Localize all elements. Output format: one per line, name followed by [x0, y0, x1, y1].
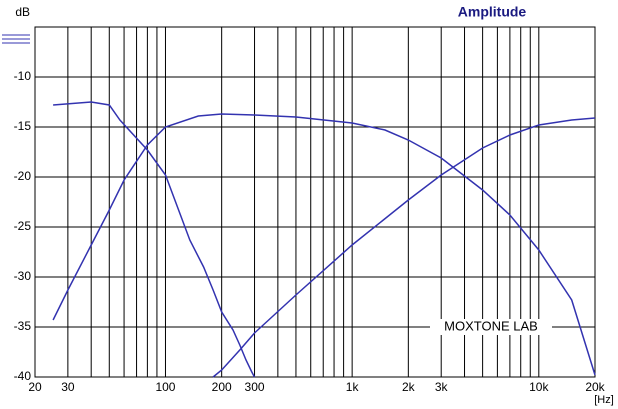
x-tick-label: 20k	[585, 380, 605, 394]
x-tick-label: 20	[28, 380, 42, 394]
y-tick-label: -20	[14, 169, 32, 183]
x-tick-label: 10k	[529, 380, 549, 394]
x-tick-label: 1k	[346, 380, 360, 394]
annotation-box	[430, 319, 552, 335]
y-tick-label: -35	[14, 319, 32, 333]
y-tick-label: -10	[14, 69, 32, 83]
chart-title: Amplitude	[458, 4, 527, 20]
x-tick-label: 200	[212, 380, 232, 394]
y-tick-label: -15	[14, 119, 32, 133]
x-tick-label: 2k	[402, 380, 416, 394]
x-tick-label: 3k	[435, 380, 449, 394]
y-tick-label: -40	[14, 369, 32, 383]
x-tick-label: 100	[155, 380, 175, 394]
series-line	[53, 101, 256, 378]
y-axis-label: dB	[15, 5, 30, 19]
y-marker	[2, 34, 30, 44]
y-tick-label: -25	[14, 219, 32, 233]
x-tick-label: 30	[61, 380, 75, 394]
series-line	[212, 117, 596, 378]
y-tick-label: -30	[14, 269, 32, 283]
x-axis-label: [Hz]	[594, 394, 614, 406]
annotation: MOXTONE LAB	[444, 318, 538, 333]
x-tick-label: 300	[245, 380, 265, 394]
series-line	[52, 113, 596, 376]
